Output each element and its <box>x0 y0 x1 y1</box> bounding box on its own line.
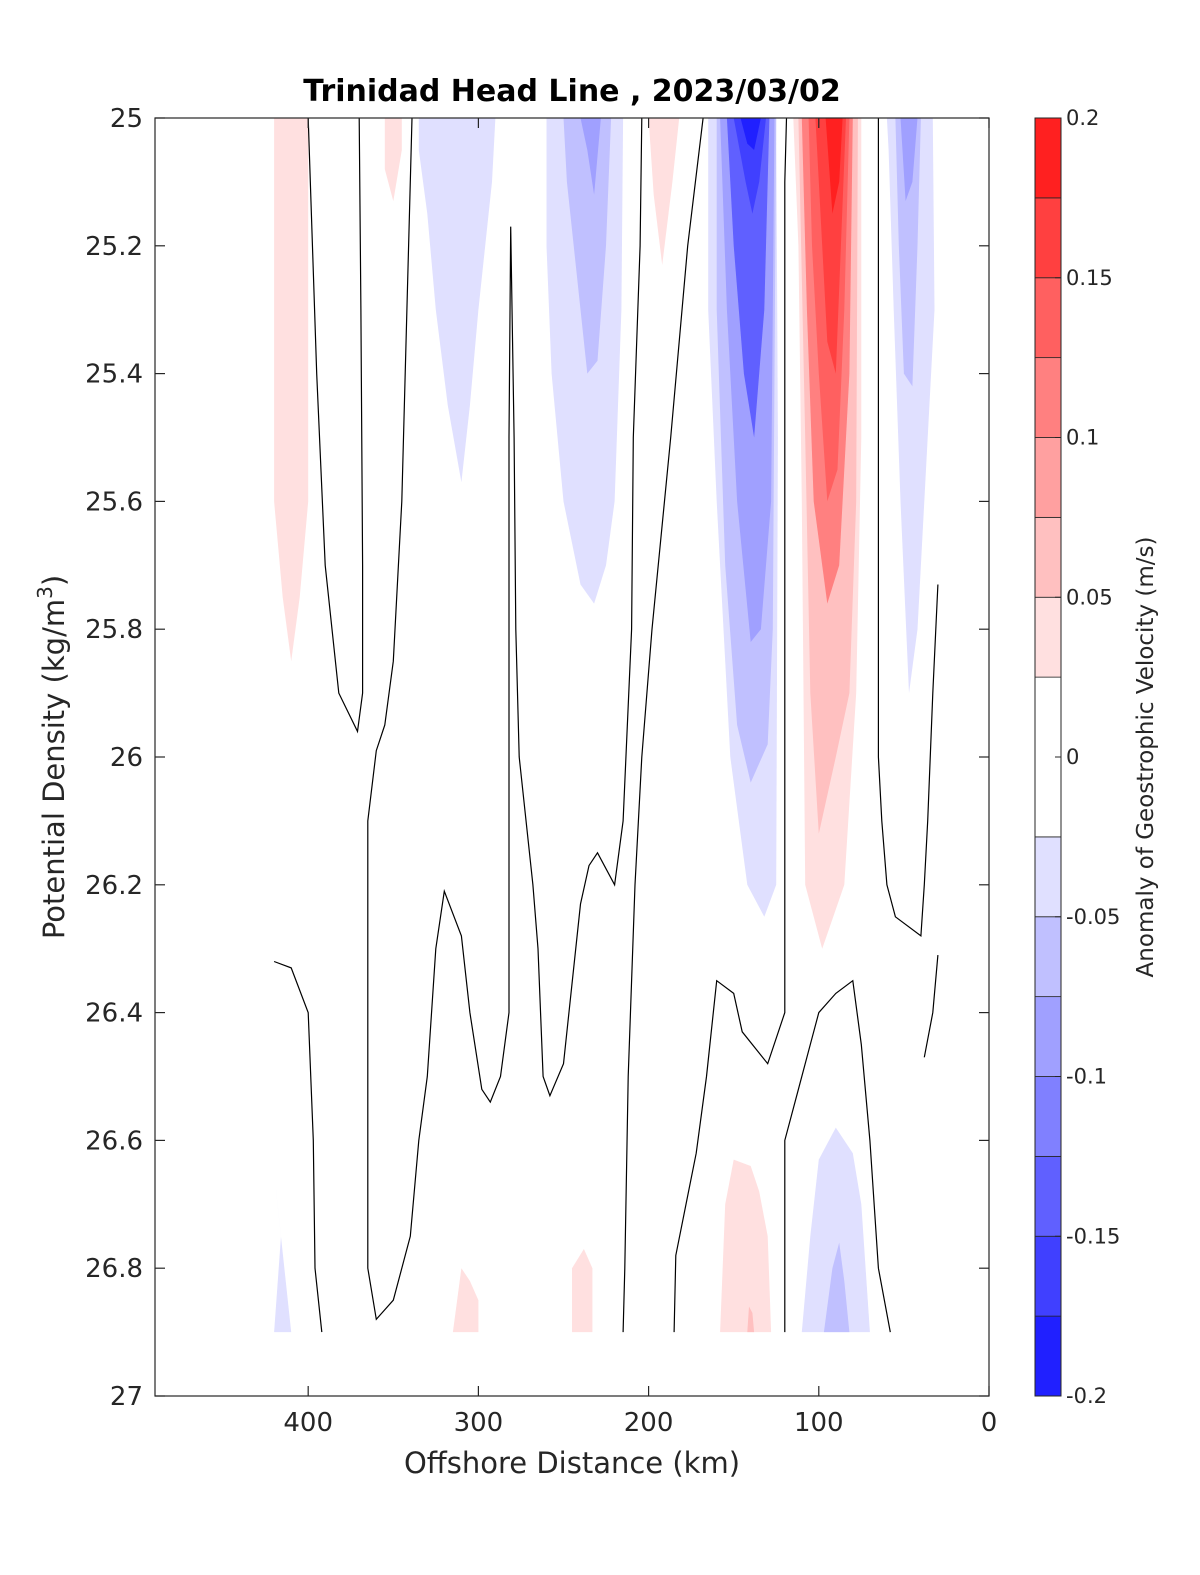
y-tick-label: 25.8 <box>85 615 143 645</box>
colorbar-swatch <box>1034 916 1062 998</box>
colorbar-tick-label: -0.05 <box>1066 905 1120 929</box>
anomaly-region-0 <box>274 118 309 662</box>
anomaly-region-11 <box>733 118 766 214</box>
zero-contours <box>273 118 939 1333</box>
x-axis-label: Offshore Distance (km) <box>404 1446 740 1480</box>
colorbar-swatch <box>1034 836 1062 918</box>
colorbar-swatch <box>1034 277 1062 359</box>
y-tick-label: 27 <box>110 1382 143 1412</box>
y-axis-label-base: Potential Density (kg/m <box>37 599 71 939</box>
anomaly-regions <box>274 118 935 1333</box>
chart-title: Trinidad Head Line , 2023/03/02 <box>303 74 840 109</box>
y-tick-label: 26.4 <box>85 999 143 1029</box>
colorbar-swatch <box>1034 1315 1062 1397</box>
colorbar-tick-label: -0.1 <box>1066 1065 1107 1089</box>
y-axis-label-tail: ) <box>37 575 71 586</box>
anomaly-region-6 <box>648 118 680 265</box>
y-axis-label-sup: 3 <box>33 586 57 599</box>
colorbar-swatch <box>1034 996 1062 1077</box>
anomaly-region-10 <box>726 118 770 438</box>
y-axis-label: Potential Density (kg/m3) <box>33 575 71 939</box>
x-tick-label: 200 <box>624 1408 674 1438</box>
colorbar-swatch <box>1034 197 1062 279</box>
colorbar-tick-label: 0 <box>1066 745 1079 769</box>
y-tick-label: 26.8 <box>85 1254 143 1284</box>
anomaly-region-20 <box>895 118 921 387</box>
colorbar-swatch <box>1034 596 1062 678</box>
colorbar-tick-label: 0.2 <box>1066 106 1099 130</box>
colorbar-tick-label: 0.1 <box>1066 426 1099 450</box>
x-axis: 400 300 200 100 0 <box>283 118 997 1438</box>
anomaly-region-22 <box>274 1172 292 1333</box>
zero-contour-4 <box>673 118 788 1333</box>
anomaly-region-19 <box>886 118 935 694</box>
colorbar: -0.2 -0.15 -0.1 -0.05 0 0.05 0.1 0.15 0.2 <box>1034 106 1120 1408</box>
colorbar-swatch <box>1034 1235 1062 1317</box>
anomaly-region-1 <box>384 118 402 202</box>
anomaly-region-23 <box>452 1268 479 1333</box>
zero-contour-6 <box>877 118 939 938</box>
zero-contour-2 <box>622 118 704 1333</box>
anomaly-region-5 <box>580 118 601 195</box>
x-tick-label: 100 <box>794 1408 844 1438</box>
colorbar-label: Anomaly of Geostrophic Velocity (m/s) <box>1133 537 1159 978</box>
plot-area: 400 300 200 100 0 25 25.2 25.4 25.6 25.8 26 26.2 26… <box>85 104 997 1438</box>
anomaly-region-2 <box>418 118 496 483</box>
anomaly-region-4 <box>563 118 612 374</box>
y-tick-label: 25 <box>110 104 143 134</box>
colorbar-tick-label: 0.15 <box>1066 266 1113 290</box>
colorbar-swatch <box>1034 357 1062 438</box>
colorbar-tick-label: 0.05 <box>1066 585 1113 609</box>
y-tick-label: 26.2 <box>85 871 143 901</box>
colorbar-tick-label: -0.2 <box>1066 1384 1107 1408</box>
colorbar-tick-label: -0.15 <box>1066 1224 1120 1248</box>
y-axis: 25 25.2 25.4 25.6 25.8 26 26.2 26.4 26.6 26.8 27 <box>85 104 989 1412</box>
zero-contour-0 <box>307 118 364 734</box>
colorbar-swatch <box>1034 437 1062 518</box>
zero-contour-5 <box>784 979 891 1333</box>
x-tick-label: 0 <box>981 1408 998 1438</box>
zero-contour-7 <box>923 955 939 1058</box>
colorbar-swatches <box>1034 117 1062 1397</box>
y-tick-label: 26.6 <box>85 1126 143 1156</box>
anomaly-region-27 <box>801 1127 870 1333</box>
y-tick-label: 25.6 <box>85 487 143 517</box>
colorbar-swatch <box>1034 516 1062 598</box>
zero-contour-1 <box>367 118 643 1321</box>
anomaly-region-12 <box>740 118 761 150</box>
colorbar-swatch <box>1034 1076 1062 1157</box>
anomaly-region-28 <box>823 1242 850 1333</box>
colorbar-swatch <box>1034 1155 1062 1237</box>
y-tick-label: 25.4 <box>85 360 143 390</box>
colorbar-swatch <box>1034 117 1062 199</box>
colorbar-ticks: -0.2 -0.15 -0.1 -0.05 0 0.05 0.1 0.15 0.2 <box>1055 106 1120 1408</box>
x-tick-label: 300 <box>454 1408 504 1438</box>
anomaly-region-26 <box>747 1306 755 1333</box>
zero-contour-3 <box>273 960 323 1333</box>
anomaly-region-25 <box>720 1159 772 1333</box>
y-tick-label: 26 <box>110 743 143 773</box>
y-tick-label: 25.2 <box>85 232 143 262</box>
anomaly-region-24 <box>572 1249 593 1333</box>
anomaly-region-21 <box>900 118 918 202</box>
x-tick-label: 400 <box>283 1408 333 1438</box>
anomaly-region-18 <box>825 118 843 214</box>
